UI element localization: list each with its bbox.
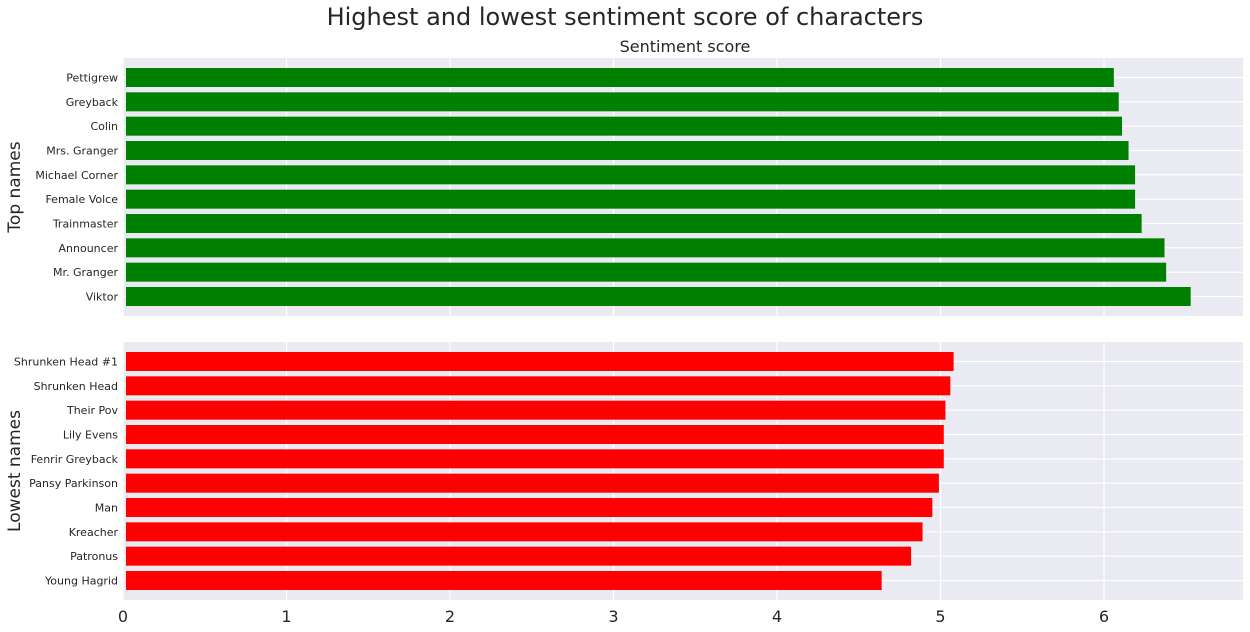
category-label: Trainmaster (52, 218, 119, 231)
category-label: Female Volce (45, 193, 118, 206)
bar-pettigrew (126, 68, 1114, 87)
x-tick-label: 4 (772, 607, 782, 626)
bar-colin (126, 116, 1123, 136)
x-tick-label: 0 (118, 607, 128, 626)
y-axis-label: Lowest names (5, 410, 25, 532)
bar-trainmaster (126, 214, 1142, 233)
category-label: Greyback (66, 96, 119, 109)
category-label: Mrs. Granger (46, 145, 118, 158)
category-label: Pansy Parkinson (29, 477, 118, 490)
y-axis-label: Top names (5, 141, 25, 233)
x-tick-label: 5 (935, 607, 945, 626)
chart-title: Highest and lowest sentiment score of ch… (327, 3, 924, 31)
x-tick-label: 6 (1099, 607, 1109, 626)
category-label: Kreacher (69, 526, 119, 539)
bar-kreacher (126, 522, 923, 542)
bar-shrunken-head-1 (126, 352, 954, 371)
x-tick-label: 1 (281, 607, 291, 626)
panel-2: Shrunken Head #1 Shrunken Head Their Pov Li… (5, 342, 1243, 600)
bar-patronus (126, 546, 912, 566)
category-label: Young Hagrid (44, 575, 118, 588)
category-label: Shrunken Head (34, 380, 118, 393)
category-label: Patronus (70, 550, 118, 563)
panel-1: Pettigrew Greyback Colin Mrs. Granger Michae… (5, 58, 1243, 316)
bar-fenrir-greyback (126, 449, 944, 469)
chart-subtitle: Sentiment score (620, 37, 751, 56)
category-label: Their Pov (66, 404, 119, 417)
category-label: Colin (91, 120, 119, 133)
category-label: Michael Corner (35, 169, 118, 182)
category-label: Announcer (59, 242, 119, 255)
bar-man (126, 498, 933, 517)
bar-young-hagrid (126, 571, 882, 590)
bar-mrs-granger (126, 141, 1129, 160)
x-tick-label: 2 (445, 607, 455, 626)
bar-announcer (126, 238, 1165, 258)
category-label: Lily Evens (63, 429, 118, 442)
bar-pansy-parkinson (126, 473, 939, 493)
category-label: Viktor (86, 291, 119, 304)
bar-female-volce (126, 189, 1136, 209)
category-label: Mr. Granger (53, 266, 119, 279)
x-axis-ticks: 0 1 2 3 4 5 6 (118, 607, 1109, 626)
bar-viktor (126, 287, 1191, 306)
panels-layer: Pettigrew Greyback Colin Mrs. Granger Michae… (5, 58, 1243, 626)
bar-shrunken-head (126, 376, 951, 396)
x-tick-label: 3 (608, 607, 618, 626)
bar-mr-granger (126, 262, 1167, 282)
category-label: Shrunken Head #1 (14, 356, 118, 369)
bar-michael-corner (126, 165, 1136, 185)
bar-lily-evens (126, 425, 944, 444)
category-label: Pettigrew (66, 72, 118, 85)
bar-their-pov (126, 400, 946, 420)
bar-greyback (126, 92, 1119, 112)
category-label: Fenrir Greyback (31, 453, 119, 466)
category-label: Man (95, 502, 118, 515)
